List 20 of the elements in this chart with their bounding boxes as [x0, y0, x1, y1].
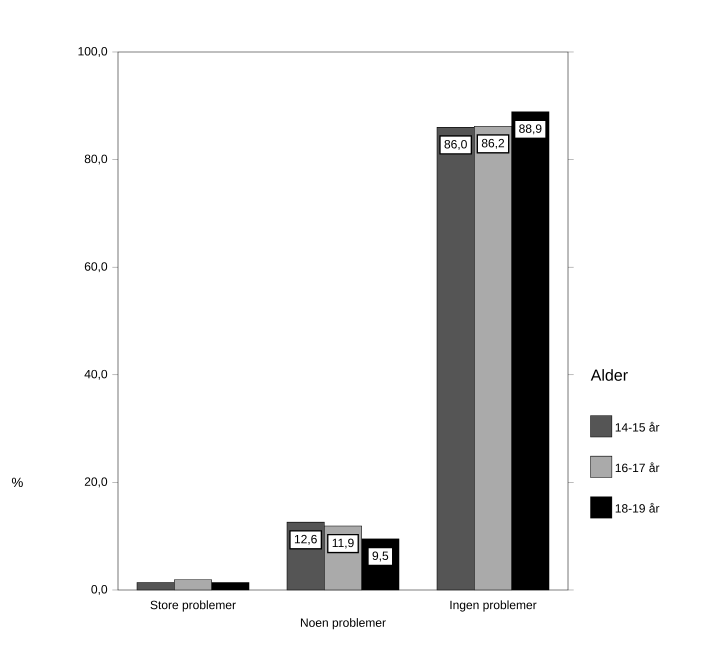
y-tick-label: 20,0: [84, 477, 108, 488]
data-label: 9,5: [372, 552, 388, 562]
legend-label: 16-17 år: [616, 462, 660, 472]
legend-label: 18-19 år: [616, 502, 660, 513]
legend-title: Alder: [590, 369, 628, 381]
y-axis-title: %: [12, 478, 23, 488]
data-label: 86,2: [482, 138, 504, 149]
y-tick-label: 80,0: [84, 154, 108, 165]
y-tick-label: 40,0: [84, 370, 108, 380]
data-label: 86,0: [444, 140, 467, 150]
x-tick-label: Noen problemer: [300, 618, 386, 630]
data-label: 88,9: [519, 124, 542, 134]
legend-label: 14-15 år: [616, 422, 660, 432]
data-label: 12,6: [294, 534, 317, 545]
y-tick-label: 60,0: [84, 262, 108, 272]
y-tick-label: 100,0: [78, 47, 108, 57]
x-tick-label: Ingen problemer: [450, 600, 536, 612]
y-tick-label: 0,0: [91, 585, 108, 595]
x-tick-label: Store problemer: [150, 600, 236, 612]
data-label: 11,9: [332, 538, 354, 549]
